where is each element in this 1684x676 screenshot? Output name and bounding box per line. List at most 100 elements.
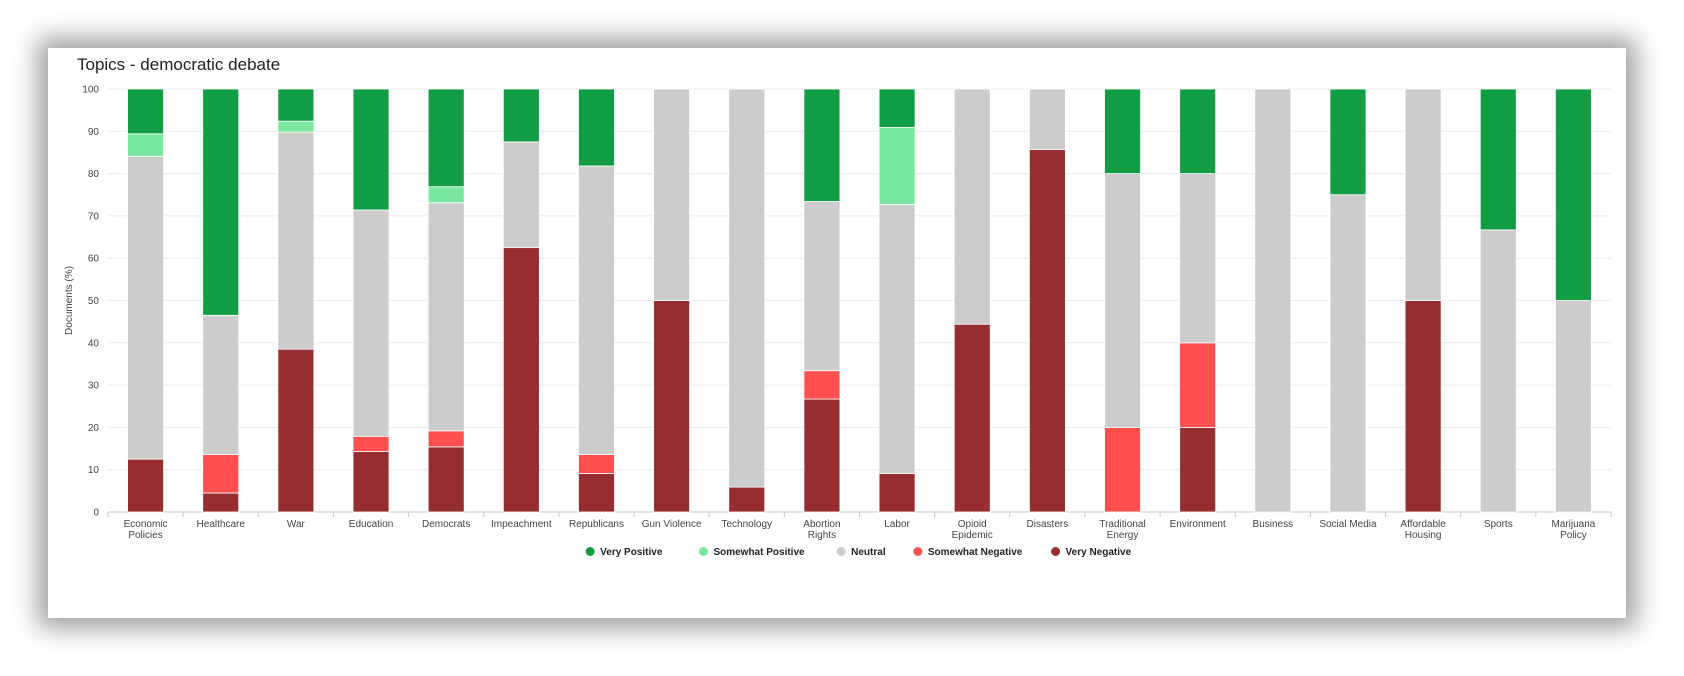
x-tick-label: Affordable Housing xyxy=(1400,519,1446,541)
bar-segment-very-positive xyxy=(803,88,841,202)
bar-segment-somewhat-positive xyxy=(878,127,916,205)
bar-segment-neutral xyxy=(1028,88,1066,150)
bar-segment-somewhat-negative xyxy=(803,370,841,400)
bar-segment-very-positive xyxy=(578,88,615,167)
bar-segment-very-negative xyxy=(427,446,465,513)
bar-segment-very-negative xyxy=(578,473,615,513)
bar-segment-neutral xyxy=(202,314,240,455)
x-tick-label: Education xyxy=(349,519,393,530)
bar-segment-very-positive xyxy=(1329,88,1367,196)
bar-segment-very-positive xyxy=(878,88,916,128)
bar-segment-very-negative xyxy=(502,247,540,513)
axes: 0 10 20 30 40 50 60 70 80 90 100 Documents (%) Econo… xyxy=(64,85,1612,541)
bar-segment-neutral xyxy=(728,88,766,488)
bar-segment-very-negative xyxy=(1404,300,1442,513)
x-tick-label: Opioid Epidemic xyxy=(952,519,993,541)
x-tick-label: Abortion Rights xyxy=(803,519,840,541)
y-tick-label: 70 xyxy=(88,211,100,222)
bar-segment-somewhat-positive xyxy=(427,186,465,204)
bar-segment-neutral xyxy=(878,204,916,474)
grid-lines xyxy=(108,88,1611,513)
bar-segment-neutral xyxy=(803,201,841,372)
y-tick-label: 90 xyxy=(88,127,100,138)
bar-segment-very-positive xyxy=(502,88,540,143)
bar-segment-neutral xyxy=(1479,229,1517,513)
legend-label: Very Negative xyxy=(1066,547,1132,558)
bar-segment-very-positive xyxy=(1479,88,1517,231)
bar-segment-somewhat-negative xyxy=(578,454,615,474)
x-tick-label: Democrats xyxy=(422,519,470,530)
bar-segment-very-negative xyxy=(277,348,315,513)
legend-label: Very Positive xyxy=(600,547,663,558)
legend-marker xyxy=(698,547,708,556)
x-tick-label: War xyxy=(287,519,306,530)
y-axis-label: Documents (%) xyxy=(64,266,75,335)
bar-segment-neutral xyxy=(1329,194,1367,513)
bar-segment-very-positive xyxy=(352,88,390,211)
x-tick-label: Economic Policies xyxy=(124,519,168,541)
bar-segment-neutral xyxy=(953,88,991,325)
x-tick-label: Marijuana Policy xyxy=(1551,519,1595,541)
bar-segment-neutral xyxy=(127,155,164,460)
bar-segment-neutral xyxy=(1179,173,1217,344)
bar-segment-neutral xyxy=(502,141,540,249)
y-tick-label: 30 xyxy=(88,381,100,392)
legend-label: Somewhat Positive xyxy=(713,547,805,558)
x-tick-label: Business xyxy=(1253,519,1294,530)
y-tick-label: 10 xyxy=(88,465,100,476)
bar-segment-very-negative xyxy=(653,300,691,513)
bar-segment-neutral xyxy=(1254,88,1292,513)
bar-segment-neutral xyxy=(1404,88,1442,301)
bar-segment-neutral xyxy=(352,209,390,437)
x-tick-label: Technology xyxy=(721,519,772,530)
bar-segment-somewhat-negative xyxy=(202,454,240,494)
y-tick-label: 60 xyxy=(88,254,100,265)
chart-title: Topics - democratic debate xyxy=(77,55,281,74)
y-tick-label: 80 xyxy=(88,169,100,180)
bar-segment-very-negative xyxy=(953,323,991,513)
legend-marker xyxy=(836,547,846,556)
bar-segment-very-negative xyxy=(803,398,841,513)
bar-segment-very-positive xyxy=(427,88,465,188)
legend-label: Somewhat Negative xyxy=(928,547,1023,558)
legend-marker xyxy=(585,547,595,556)
bar-segment-very-negative xyxy=(127,458,164,513)
legend-marker xyxy=(913,547,923,556)
x-tick-label: Disasters xyxy=(1027,519,1069,530)
bar-segment-very-positive xyxy=(1179,88,1217,174)
bar-segment-neutral xyxy=(578,165,615,455)
legend-label: Neutral xyxy=(851,547,886,558)
chart-card: Topics - democratic debate 0 10 20 30 40 50 60… xyxy=(48,48,1626,618)
bars xyxy=(127,88,1592,513)
x-tick-label: Sports xyxy=(1484,519,1513,530)
bar-segment-very-negative xyxy=(728,486,766,513)
x-tick-label: Gun Violence xyxy=(642,519,702,530)
bar-segment-very-negative xyxy=(878,473,916,513)
bar-segment-somewhat-negative xyxy=(427,430,465,448)
stacked-bar-chart: 0 10 20 30 40 50 60 70 80 90 100 Documents (%) Econo… xyxy=(64,85,1612,558)
y-tick-label: 20 xyxy=(88,423,100,434)
y-tick-label: 40 xyxy=(88,338,100,349)
y-tick-label: 100 xyxy=(82,85,99,96)
bar-segment-very-negative xyxy=(352,451,390,513)
bar-segment-somewhat-positive xyxy=(277,120,315,133)
bar-segment-very-negative xyxy=(1179,426,1217,513)
bar-segment-very-positive xyxy=(1555,88,1592,301)
bar-segment-neutral xyxy=(1104,173,1141,428)
legend-marker xyxy=(1051,547,1061,556)
x-tick-label: Labor xyxy=(884,519,910,530)
x-tick-label: Traditional Energy xyxy=(1099,519,1145,541)
bar-segment-very-negative xyxy=(202,492,240,513)
x-tick-label: Republicans xyxy=(569,519,624,530)
bar-segment-neutral xyxy=(277,131,315,350)
bar-segment-neutral xyxy=(427,202,465,432)
bar-segment-very-positive xyxy=(202,88,240,316)
bar-segment-very-positive xyxy=(1104,88,1141,174)
x-tick-label: Social Media xyxy=(1319,519,1377,530)
x-tick-label: Healthcare xyxy=(197,519,246,530)
y-tick-label: 0 xyxy=(93,508,99,519)
x-tick-label: Impeachment xyxy=(491,519,552,530)
bar-segment-very-positive xyxy=(277,88,315,122)
legend: Very Positive Somewhat Positive Neutral Som… xyxy=(585,547,1132,558)
bar-segment-very-positive xyxy=(127,88,164,135)
